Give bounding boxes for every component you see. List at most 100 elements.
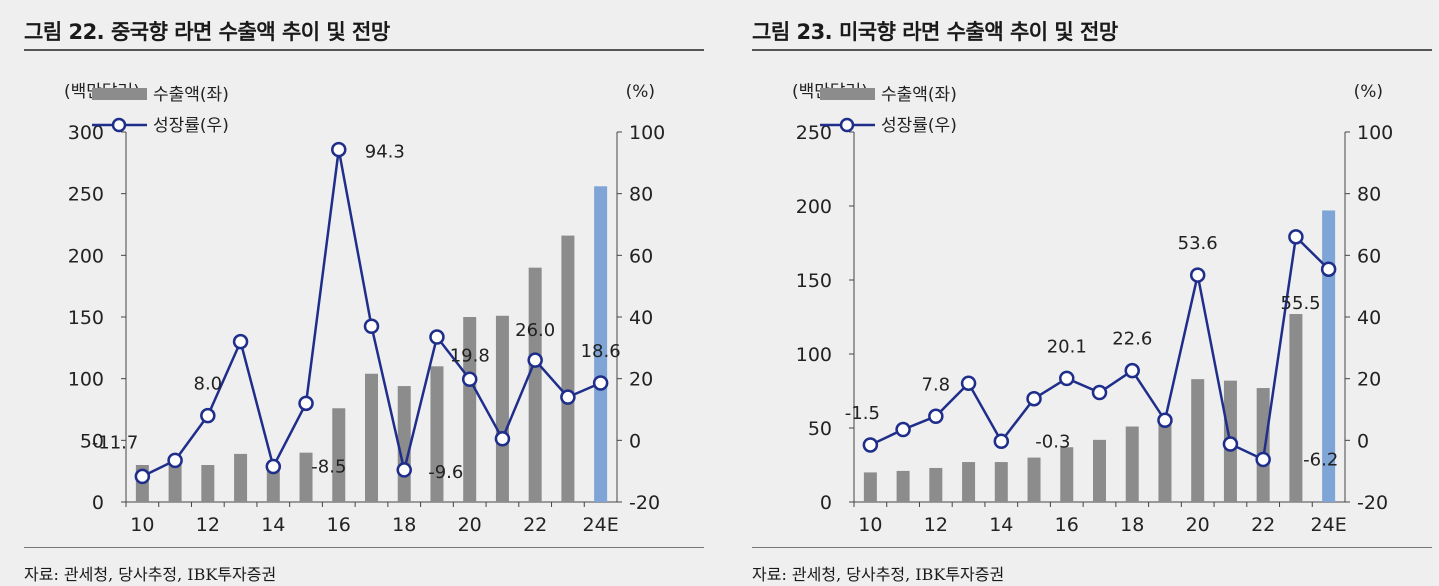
source-note: 자료: 관세청, 당사추정, IBK투자증권 — [24, 565, 277, 584]
growth-rate-point — [895, 421, 911, 438]
bar-export-value — [994, 462, 1008, 502]
growth-rate-point — [1222, 436, 1239, 452]
bar-export-value — [863, 472, 877, 502]
right-axis-tick-label: 80 — [1357, 184, 1381, 206]
x-axis-tick-label: 16 — [327, 514, 351, 536]
right-axis-tick-label: 0 — [1357, 430, 1369, 452]
title-divider — [752, 49, 1432, 51]
growth-rate-point — [960, 375, 977, 392]
bar-export-value — [528, 267, 542, 502]
bar-export-value — [332, 408, 346, 502]
right-axis-tick-label: 40 — [629, 307, 653, 329]
x-axis-tick-label: 20 — [458, 514, 482, 536]
left-axis-tick-label: 100 — [68, 369, 104, 391]
bar-export-value — [929, 467, 943, 502]
growth-rate-data-label: -0.3 — [1035, 431, 1070, 452]
growth-rate-point — [1026, 390, 1042, 407]
chart-plot-usa: (백만달러)(%)250200150100500100806040200-201… — [792, 82, 1393, 536]
left-axis-tick-label: 200 — [796, 196, 832, 218]
growth-rate-point — [331, 141, 347, 158]
growth-rate-point — [1124, 362, 1140, 379]
left-axis-tick-label: 50 — [808, 418, 832, 440]
growth-rate-data-label: 20.1 — [1047, 336, 1087, 357]
chart-plot-china: (백만달러)(%)300250200150100500100806040200-… — [64, 82, 665, 536]
growth-rate-data-label: -6.2 — [1303, 449, 1338, 470]
legend-label-export: 수출액(좌) — [153, 85, 229, 105]
growth-rate-data-label: 55.5 — [1281, 293, 1321, 314]
growth-rate-point — [862, 437, 879, 453]
left-axis-tick-label: 250 — [796, 122, 832, 144]
growth-rate-point — [363, 318, 380, 334]
growth-rate-data-label: -11.7 — [92, 432, 139, 453]
legend-swatch-bar — [92, 88, 147, 100]
legend-label-growth: 성장률(우) — [881, 116, 957, 136]
bar-export-value — [430, 366, 444, 502]
footer-divider — [24, 547, 704, 548]
right-axis-tick-label: 20 — [1357, 369, 1381, 391]
chart-panel-china: 그림 22. 중국향 라면 수출액 추이 및 전망 (백만달러)(%)30025… — [14, 0, 704, 586]
x-axis-tick-label: 12 — [196, 514, 220, 536]
left-axis-tick-label: 150 — [796, 270, 832, 292]
bar-export-value — [201, 465, 215, 502]
right-axis-tick-label: 100 — [629, 122, 665, 144]
x-axis-tick-label: 22 — [523, 514, 547, 536]
x-axis-tick-label: 18 — [392, 514, 416, 536]
bar-export-value — [463, 317, 477, 502]
growth-rate-point — [494, 431, 511, 447]
legend-label-growth: 성장률(우) — [153, 116, 229, 136]
growth-rate-point — [200, 407, 216, 424]
left-axis-tick-label: 150 — [68, 307, 104, 329]
title-divider — [24, 49, 704, 51]
x-axis-tick-label: 10 — [858, 514, 882, 536]
growth-rate-data-label: 22.6 — [1112, 329, 1152, 350]
right-axis-tick-label: 60 — [1357, 245, 1381, 267]
x-axis-tick-label: 14 — [989, 514, 1013, 536]
growth-rate-data-label: 53.6 — [1178, 233, 1218, 254]
growth-rate-data-label: -9.6 — [428, 462, 463, 483]
left-axis-tick-label: 300 — [68, 122, 104, 144]
growth-rate-data-label: -1.5 — [845, 403, 880, 424]
bar-export-value — [1289, 314, 1303, 502]
right-axis-tick-label: 0 — [629, 430, 641, 452]
right-axis-tick-label: 40 — [1357, 307, 1381, 329]
growth-rate-point — [1288, 229, 1304, 245]
bar-export-value — [266, 466, 280, 502]
bar-export-value — [561, 235, 575, 502]
growth-rate-data-label: 8.0 — [194, 374, 223, 395]
bar-export-value — [1322, 210, 1336, 502]
left-axis-tick-label: 200 — [68, 245, 104, 267]
growth-rate-point — [592, 375, 609, 391]
growth-rate-point — [560, 389, 576, 405]
growth-rate-data-label: -8.5 — [311, 457, 346, 478]
legend-swatch-bar — [820, 88, 875, 100]
bar-export-value — [365, 373, 378, 502]
x-axis-tick-label: 12 — [924, 514, 948, 536]
legend-label-export: 수출액(좌) — [881, 85, 957, 105]
bar-export-value — [299, 452, 313, 502]
x-axis-tick-label: 14 — [261, 514, 285, 536]
growth-rate-point — [461, 371, 478, 388]
growth-rate-point — [232, 333, 249, 350]
growth-rate-point — [527, 352, 543, 368]
right-axis-tick-label: 100 — [1357, 122, 1393, 144]
growth-rate-point — [1189, 267, 1206, 283]
growth-rate-point — [1091, 384, 1108, 401]
growth-rate-point — [396, 462, 412, 478]
growth-rate-point — [134, 468, 151, 485]
x-axis-tick-label: 24E — [1311, 514, 1347, 536]
source-note: 자료: 관세청, 당사추정, IBK투자증권 — [752, 565, 1005, 584]
bar-export-value — [168, 465, 182, 502]
footer-divider — [752, 547, 1432, 548]
growth-rate-data-label: 19.8 — [450, 345, 490, 366]
x-axis-tick-label: 20 — [1186, 514, 1210, 536]
bar-export-value — [962, 462, 976, 502]
growth-rate-point — [1255, 451, 1271, 468]
growth-rate-point — [1059, 370, 1075, 387]
growth-rate-point — [993, 433, 1010, 450]
x-axis-tick-label: 24E — [583, 514, 619, 536]
bar-export-value — [594, 186, 608, 502]
bar-export-value — [1060, 447, 1074, 502]
x-axis-tick-label: 18 — [1120, 514, 1144, 536]
x-axis-tick-label: 10 — [130, 514, 154, 536]
bar-export-value — [1093, 439, 1106, 502]
